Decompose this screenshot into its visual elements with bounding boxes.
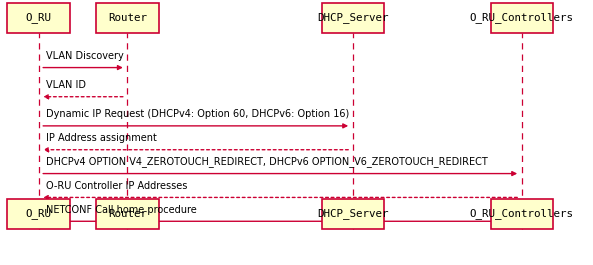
FancyBboxPatch shape [490, 3, 553, 33]
Text: NETCONF Call home procedure: NETCONF Call home procedure [46, 205, 196, 215]
FancyBboxPatch shape [8, 199, 69, 229]
Text: IP Address assignment: IP Address assignment [46, 133, 157, 143]
Text: DHCPv4 OPTION V4_ZEROTOUCH_REDIRECT, DHCPv6 OPTION_V6_ZEROTOUCH_REDIRECT: DHCPv4 OPTION V4_ZEROTOUCH_REDIRECT, DHC… [46, 156, 487, 167]
FancyBboxPatch shape [96, 199, 158, 229]
FancyBboxPatch shape [96, 3, 158, 33]
Text: O_RU: O_RU [25, 12, 52, 23]
FancyBboxPatch shape [8, 3, 69, 33]
Text: Dynamic IP Request (DHCPv4: Option 60, DHCPv6: Option 16): Dynamic IP Request (DHCPv4: Option 60, D… [46, 109, 349, 119]
Text: VLAN Discovery: VLAN Discovery [46, 51, 123, 61]
Text: Router: Router [108, 13, 147, 23]
Text: VLAN ID: VLAN ID [46, 80, 85, 90]
Text: O-RU Controller IP Addresses: O-RU Controller IP Addresses [46, 181, 187, 191]
Text: DHCP_Server: DHCP_Server [317, 209, 388, 219]
FancyBboxPatch shape [321, 199, 384, 229]
Text: Router: Router [108, 209, 147, 219]
Text: O_RU_Controllers: O_RU_Controllers [470, 209, 574, 219]
FancyBboxPatch shape [321, 3, 384, 33]
Text: O_RU_Controllers: O_RU_Controllers [470, 12, 574, 23]
Text: DHCP_Server: DHCP_Server [317, 12, 388, 23]
Text: O_RU: O_RU [25, 209, 52, 219]
FancyBboxPatch shape [490, 199, 553, 229]
